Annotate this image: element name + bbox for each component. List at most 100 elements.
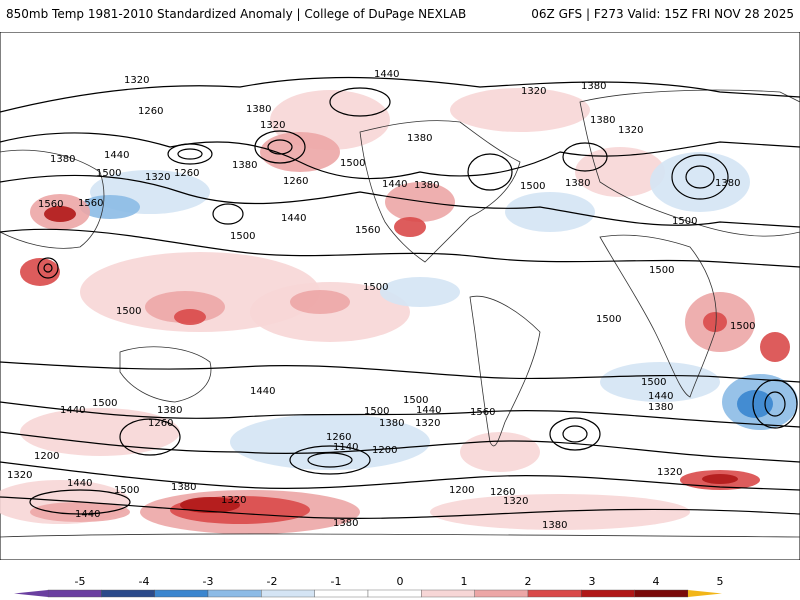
contour-label: 1500: [96, 168, 121, 179]
contour-line: [0, 174, 800, 228]
contour-label: 1500: [403, 395, 428, 406]
colorbar-tick-label: 1: [461, 575, 468, 588]
colorbar-band: [421, 589, 475, 598]
contour-closed: [671, 154, 729, 200]
colorbar-tick-label: 4: [653, 575, 660, 588]
colorbar-tick-label: -3: [203, 575, 214, 588]
colorbar-tick-label: 3: [589, 575, 596, 588]
colorbar-tick-label: -4: [139, 575, 150, 588]
contour-closed: [119, 418, 181, 456]
map-title: 850mb Temp 1981-2010 Standardized Anomal…: [6, 7, 467, 21]
colorbar-band: [634, 589, 689, 598]
colorbar-bands: [14, 589, 722, 598]
contour-label: 1380: [542, 520, 567, 531]
contour-label: 1440: [104, 150, 129, 161]
contour-label: 1320: [221, 495, 246, 506]
contour-label: 1500: [596, 314, 621, 325]
contour-line: [0, 496, 800, 519]
africa-outline: [599, 234, 717, 398]
contour-closed: [167, 143, 213, 165]
contour-label: 1560: [38, 199, 63, 210]
contour-label: 1500: [520, 181, 545, 192]
shade-blob: [394, 217, 426, 237]
contour-label: 1380: [171, 482, 196, 493]
shade-blob: [385, 182, 455, 222]
colorbar-tick-label: 5: [717, 575, 724, 588]
colorbar-band: [101, 589, 155, 598]
contour-label: 1260: [138, 106, 163, 117]
contour-closed: [29, 489, 131, 515]
contour-closed: [329, 87, 391, 117]
shade-blob: [760, 332, 790, 362]
contour-label: 1260: [490, 487, 515, 498]
colorbar-band: [154, 589, 209, 598]
contour-label: 1440: [374, 69, 399, 80]
shade-blob: [174, 309, 206, 325]
contour-label: 1380: [232, 160, 257, 171]
coastlines: [0, 89, 800, 538]
shade-blob: [600, 362, 720, 402]
contour-label: 1380: [648, 402, 673, 413]
shade-blob: [703, 312, 727, 332]
contour-label: 1380: [379, 418, 404, 429]
contour-label: 1380: [581, 81, 606, 92]
contour-line: [0, 76, 800, 113]
contour-label: 1500: [230, 231, 255, 242]
contour-label: 1200: [449, 485, 474, 496]
anomaly-colorbar: -5 -4 -3 -2 -1 0 1 2 3 4 5: [14, 575, 724, 598]
colorbar-max-arrow: [688, 590, 722, 597]
colorbar-tick-label: -1: [331, 575, 342, 588]
contour-label: 1380: [157, 405, 182, 416]
eurasia-outline: [579, 89, 800, 237]
contour-closed: [307, 452, 353, 468]
contour-closed: [177, 148, 203, 160]
contour-closed: [467, 153, 513, 191]
contour-line: [0, 431, 800, 463]
contour-label: 1320: [521, 86, 546, 97]
contour-label: 1440: [60, 405, 85, 416]
shade-blob: [290, 290, 350, 314]
contour-label: 1440: [648, 391, 673, 402]
contour-closed: [289, 445, 371, 475]
contour-label: 1560: [355, 225, 380, 236]
contour-closed: [254, 130, 306, 164]
shade-blob: [505, 192, 595, 232]
colorbar-tick-label: 0: [397, 575, 404, 588]
north-america-outline: [359, 120, 521, 263]
contour-line: [0, 401, 800, 428]
shade-blob: [260, 132, 340, 172]
contour-label: 1320: [415, 418, 440, 429]
contour-label: 1320: [7, 470, 32, 481]
contour-label: 1500: [649, 265, 674, 276]
contour-label: 1380: [565, 178, 590, 189]
colorbar-band: [367, 589, 422, 598]
shade-blob: [430, 494, 690, 530]
shade-blob: [575, 147, 665, 197]
height-contours: [0, 76, 800, 519]
colorbar-tick-label: 2: [525, 575, 532, 588]
contour-label: 1320: [618, 125, 643, 136]
contour-label: 1500: [672, 216, 697, 227]
contour-closed: [562, 142, 608, 172]
asia-west-outline: [0, 149, 105, 249]
contour-label: 1320: [503, 496, 528, 507]
colorbar-band: [261, 589, 315, 598]
south-america-outline: [469, 295, 541, 447]
contour-label: 1440: [250, 386, 275, 397]
contour-label: 1320: [145, 172, 170, 183]
contour-closed: [267, 139, 293, 155]
contour-label: 1500: [364, 406, 389, 417]
contour-label: 1320: [657, 467, 682, 478]
contour-label: 1380: [414, 180, 439, 191]
contour-closed: [685, 165, 715, 189]
shade-blob: [702, 474, 738, 484]
contour-label: 1320: [124, 75, 149, 86]
contour-label: 1320: [260, 120, 285, 131]
contour-label: 1500: [340, 158, 365, 169]
contour-label: 1500: [116, 306, 141, 317]
shade-blob: [30, 502, 130, 522]
contour-closed: [562, 425, 588, 443]
contour-label: 1560: [470, 407, 495, 418]
contour-label: 1500: [641, 377, 666, 388]
contour-label: 1380: [333, 518, 358, 529]
